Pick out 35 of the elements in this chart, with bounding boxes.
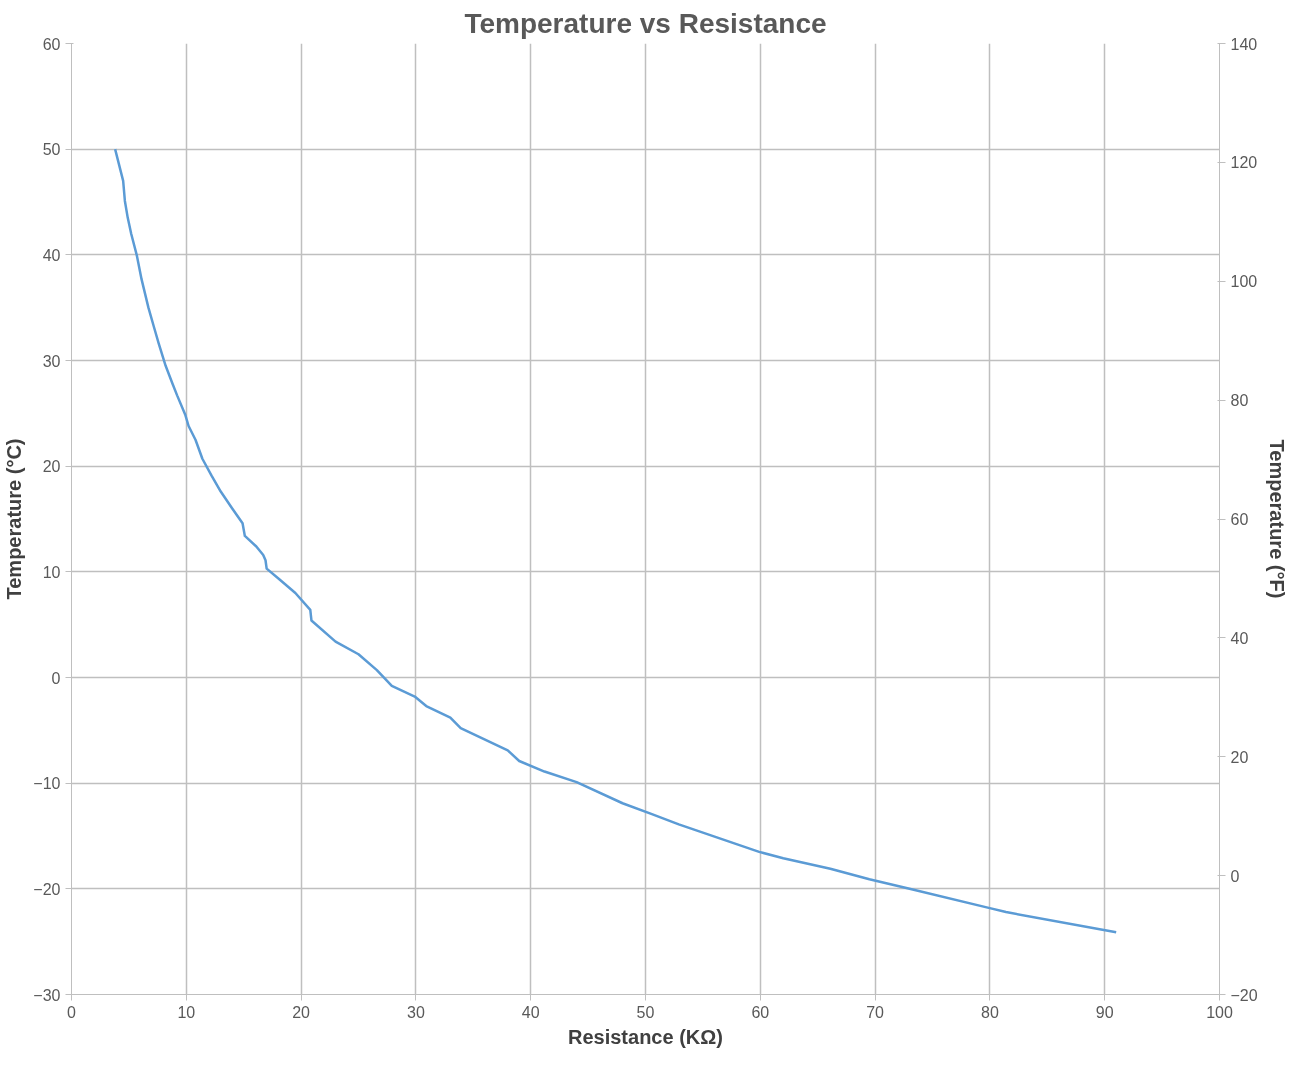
x-tick-label: 80 [981, 1003, 999, 1021]
y-axis-title: Temperature (°C) [3, 438, 26, 600]
y2-tick-label: 80 [1230, 392, 1249, 410]
y-tick-label: −30 [33, 986, 61, 1004]
chart-title: Temperature vs Resistance [464, 7, 827, 39]
x-tick-label: 100 [1206, 1003, 1233, 1021]
y2-tick-label: 100 [1230, 273, 1258, 291]
x-tick-label: 40 [521, 1003, 540, 1021]
x-axis-title: Resistance (KΩ) [568, 1025, 723, 1048]
y2-tick-label: 0 [1230, 867, 1240, 885]
y2-axis-title: Temperature (°F) [1265, 439, 1288, 599]
y2-tick-label: 60 [1230, 511, 1249, 528]
y-tick-label: 0 [51, 669, 61, 687]
x-tick-label: 50 [636, 1003, 655, 1021]
y-tick-label: 10 [42, 563, 61, 581]
x-tick-label: 10 [177, 1003, 196, 1021]
y2-tick-label: 140 [1230, 35, 1258, 53]
y2-tick-label: 20 [1230, 748, 1249, 766]
y-tick-label: 40 [42, 246, 61, 264]
y2-tick-label: 120 [1230, 154, 1258, 172]
y-tick-label: 50 [42, 141, 61, 159]
y2-tick-label: −20 [1230, 986, 1258, 1004]
x-tick-label: 70 [866, 1003, 885, 1021]
x-tick-label: 20 [292, 1003, 311, 1021]
x-tick-label: 60 [751, 1003, 770, 1021]
line-series [113, 147, 1118, 934]
y-tick-label: 20 [42, 458, 61, 476]
y-tick-label: 60 [42, 35, 61, 53]
y2-tick-label: 40 [1230, 629, 1249, 647]
x-tick-label: 30 [407, 1003, 425, 1021]
y-tick-label: −20 [33, 880, 61, 898]
y-tick-label: 30 [42, 352, 61, 370]
y-tick-label: −10 [33, 775, 61, 793]
x-tick-label: 90 [1095, 1003, 1114, 1021]
x-tick-label: 0 [67, 1003, 77, 1021]
